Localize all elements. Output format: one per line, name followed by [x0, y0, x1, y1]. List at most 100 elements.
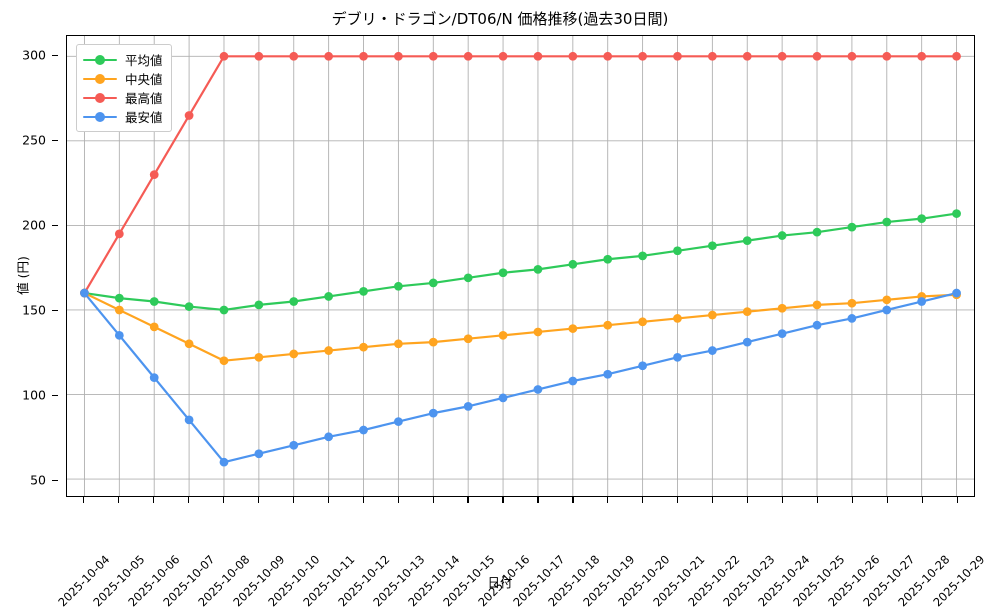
y-tick-label: 50 [30, 472, 46, 488]
y-tick-mark [52, 479, 58, 481]
legend-item-3[interactable]: 最高値 [83, 88, 163, 107]
data-point-marker [184, 111, 194, 120]
data-point-marker [673, 51, 682, 61]
data-point-marker [882, 51, 892, 61]
data-point-marker [568, 259, 578, 269]
x-tick-mark [292, 497, 294, 503]
data-point-marker [289, 51, 299, 61]
legend-label: 最高値 [125, 91, 163, 106]
data-point-marker [114, 305, 124, 315]
x-tick-mark [467, 497, 469, 503]
gridlines [67, 36, 974, 496]
data-point-marker [463, 334, 473, 344]
legend-item-1[interactable]: 平均値 [83, 50, 163, 69]
data-point-marker [742, 307, 752, 317]
data-point-marker [707, 310, 717, 320]
data-point-marker [428, 408, 438, 418]
y-tick-label: 200 [22, 217, 46, 233]
x-tick-mark [257, 497, 259, 503]
legend-swatch-icon [83, 53, 117, 67]
data-point-marker [359, 342, 368, 352]
data-point-marker [184, 415, 194, 425]
series-line [83, 212, 958, 312]
x-tick-mark [222, 497, 224, 503]
legend-item-2[interactable]: 中央値 [83, 69, 163, 88]
data-point-marker [289, 297, 299, 306]
data-point-marker [603, 320, 613, 330]
legend-label: 平均値 [125, 53, 163, 68]
data-point-marker [498, 268, 508, 278]
data-point-marker [882, 217, 892, 227]
y-tick-label: 300 [22, 47, 46, 63]
data-point-marker [289, 440, 299, 450]
x-tick-mark [82, 497, 85, 503]
plot-area [66, 35, 975, 497]
data-point-marker [359, 286, 368, 296]
data-point-marker [742, 51, 752, 61]
data-point-marker [394, 51, 403, 61]
data-point-marker [777, 51, 787, 61]
chart-title: デブリ・ドラゴン/DT06/N 価格推移(過去30日間) [331, 10, 669, 28]
data-point-marker [324, 292, 334, 301]
x-tick-mark [712, 497, 714, 503]
x-axis-label: 日付 [487, 575, 513, 590]
data-point-marker [428, 51, 438, 61]
x-tick-mark [747, 497, 749, 503]
data-point-marker [114, 229, 124, 239]
data-point-marker [568, 376, 578, 386]
data-point-marker [533, 51, 543, 61]
x-tick-mark [956, 497, 959, 503]
x-tick-mark [817, 497, 819, 503]
x-tick-mark [362, 497, 364, 503]
data-point-marker [289, 349, 299, 359]
y-tick-mark [52, 224, 58, 226]
data-point-marker [742, 337, 752, 347]
legend-swatch-icon [83, 110, 117, 124]
data-point-marker [847, 314, 857, 323]
data-point-marker [673, 314, 682, 323]
data-point-marker [638, 317, 647, 327]
data-point-marker [952, 51, 961, 61]
data-point-marker [952, 209, 961, 218]
legend-swatch-icon [83, 72, 117, 86]
data-point-marker [498, 330, 508, 340]
series-line [83, 291, 958, 464]
data-point-marker [359, 425, 368, 435]
data-point-marker [394, 281, 403, 291]
data-point-marker [847, 298, 857, 308]
data-series-layer [80, 51, 961, 467]
data-point-marker [847, 51, 857, 61]
data-point-marker [254, 449, 264, 459]
legend-item-4[interactable]: 最安値 [83, 107, 163, 126]
x-tick-mark [852, 497, 854, 503]
x-tick-mark [677, 497, 679, 503]
data-point-marker [812, 320, 822, 330]
data-point-marker [638, 361, 647, 371]
x-tick-mark [397, 497, 399, 503]
data-point-marker [812, 300, 822, 310]
y-tick-label: 100 [22, 387, 46, 403]
data-point-marker [777, 231, 787, 240]
x-tick-mark [502, 497, 504, 503]
data-point-marker [254, 300, 264, 310]
data-point-marker [707, 346, 717, 355]
y-tick-mark [52, 139, 58, 141]
y-axis-ticks: 50 100 150 200 250 300 [0, 35, 58, 497]
x-tick-mark [607, 497, 609, 503]
data-point-marker [149, 170, 159, 180]
x-tick-mark [782, 497, 784, 503]
data-point-marker [324, 51, 334, 61]
data-point-marker [219, 356, 229, 366]
data-point-marker [394, 417, 403, 426]
data-point-marker [952, 288, 961, 298]
data-point-marker [114, 330, 124, 340]
x-tick-mark [921, 497, 924, 503]
data-point-marker [463, 273, 473, 283]
data-point-marker [324, 432, 334, 442]
data-point-marker [533, 385, 543, 394]
data-point-marker [603, 51, 613, 61]
y-tick-label: 150 [22, 302, 46, 318]
data-point-marker [638, 51, 647, 61]
x-tick-mark [572, 497, 574, 503]
